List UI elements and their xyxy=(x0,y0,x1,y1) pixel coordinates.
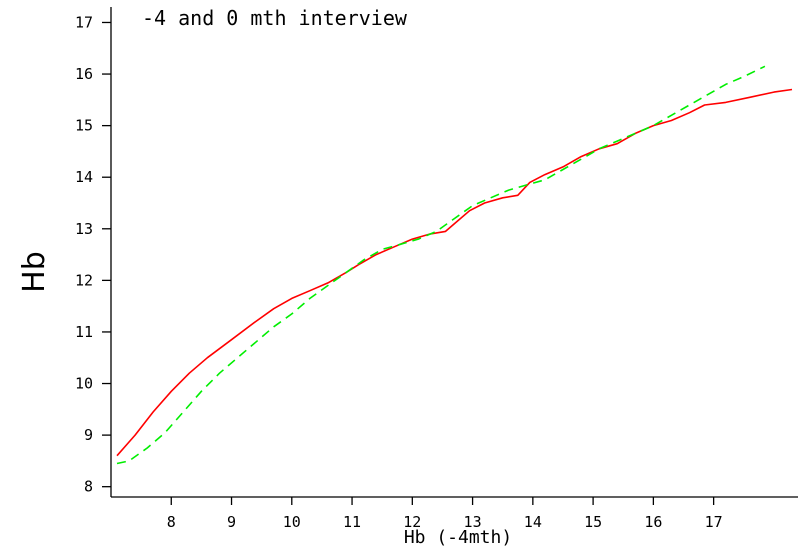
x-tick-label: 16 xyxy=(644,513,662,531)
x-tick-label: 14 xyxy=(524,513,542,531)
x-tick-label: 13 xyxy=(464,513,482,531)
y-tick-label: 13 xyxy=(75,220,93,238)
x-axis-label: Hb (-4mth) xyxy=(404,527,512,548)
y-tick-label: 9 xyxy=(84,426,93,444)
series-line-solid xyxy=(116,88,793,457)
x-tick-label: 15 xyxy=(584,513,602,531)
x-ticks: 8 9 10 11 12 13 14 15 16 17 xyxy=(167,497,723,531)
x-tick-label: 8 xyxy=(167,513,176,531)
x-tick-label: 11 xyxy=(343,513,361,531)
y-tick-label: 14 xyxy=(75,168,93,186)
series-line-dashed xyxy=(116,65,766,465)
y-tick-label: 12 xyxy=(75,271,93,289)
x-tick-label: 12 xyxy=(403,513,421,531)
y-tick-label: 8 xyxy=(84,478,93,496)
y-tick-label: 15 xyxy=(75,117,93,135)
y-tick-label: 17 xyxy=(75,13,93,31)
y-axis-label: Hb xyxy=(17,251,52,293)
x-tick-label: 17 xyxy=(705,513,723,531)
x-tick-label: 10 xyxy=(283,513,301,531)
x-tick-label: 9 xyxy=(227,513,236,531)
y-tick-label: 10 xyxy=(75,375,93,393)
y-tick-label: 11 xyxy=(75,323,93,341)
chart-title: -4 and 0 mth interview xyxy=(142,6,408,30)
y-tick-label: 16 xyxy=(75,65,93,83)
plot-area xyxy=(116,65,793,465)
y-ticks: 8 9 10 11 12 13 14 15 16 17 xyxy=(75,13,111,496)
